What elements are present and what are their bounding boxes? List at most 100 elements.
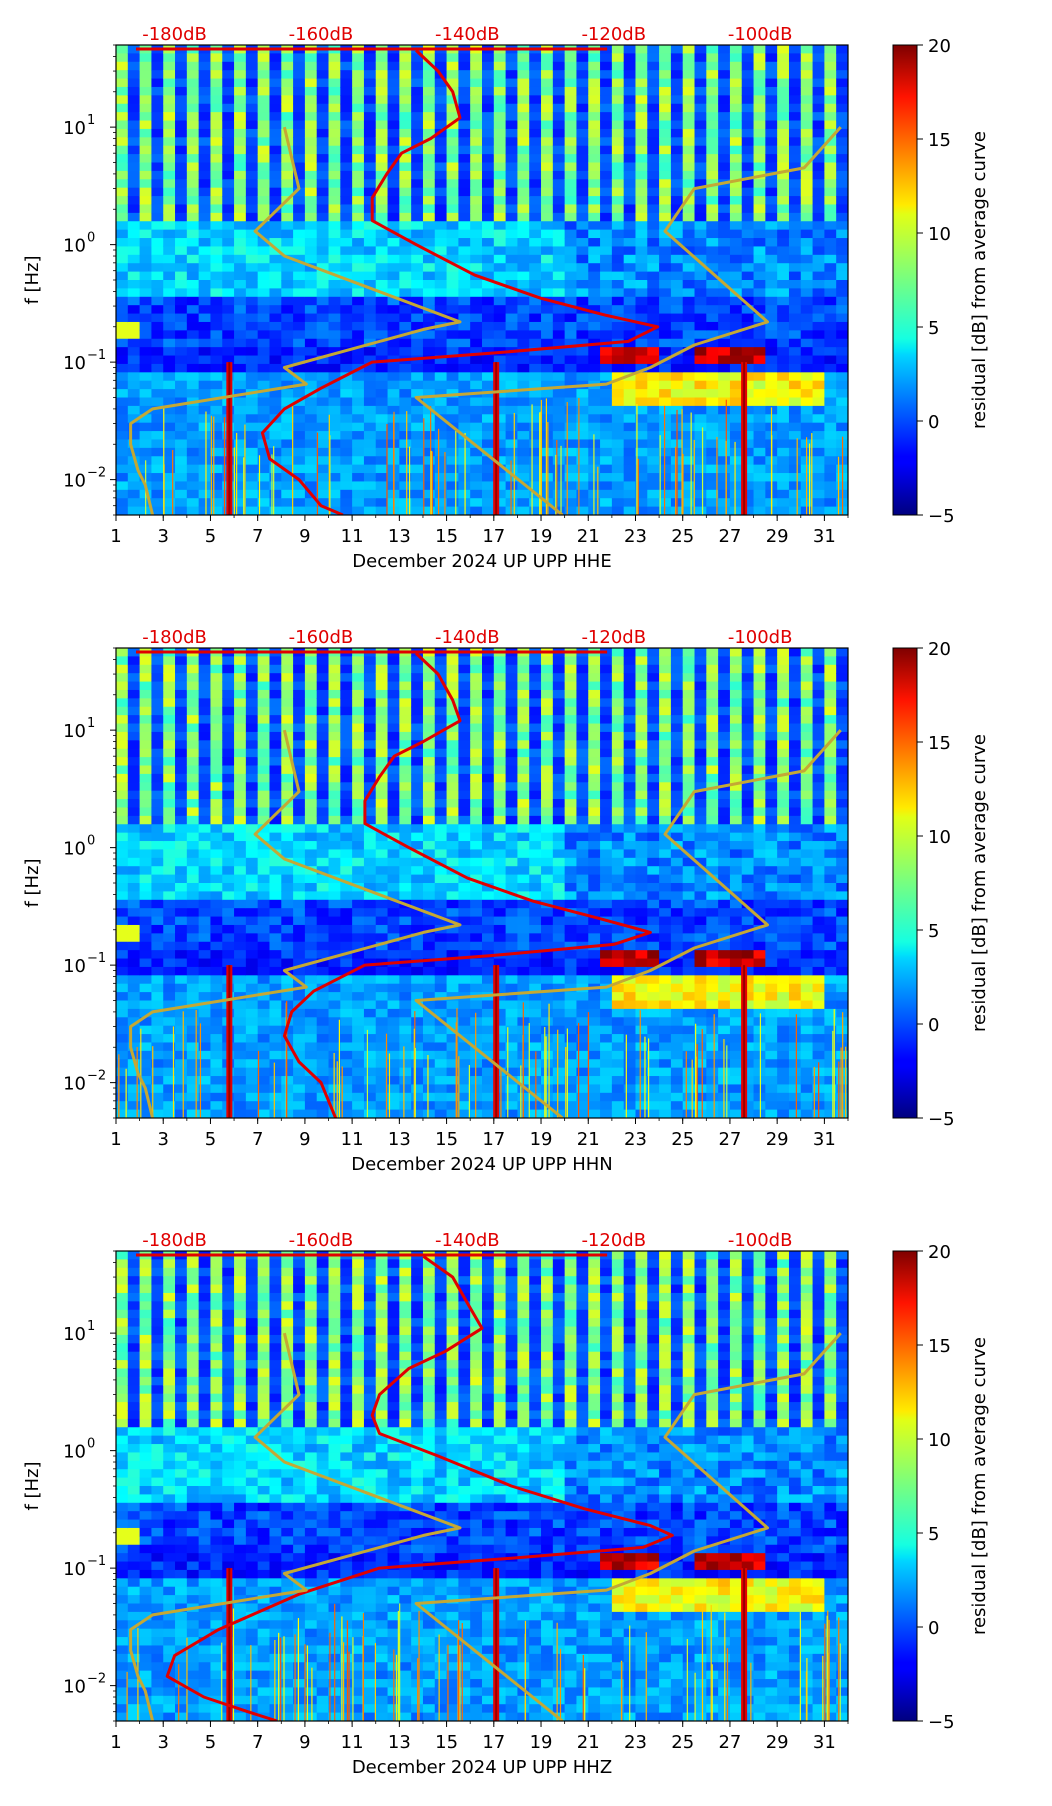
heatmap-cell [812,120,825,130]
heatmap-cell [293,740,306,750]
heatmap-cell [670,363,684,373]
heatmap-cell [281,229,294,239]
heatmap-cell [352,1092,365,1102]
heatmap-cell [777,263,790,273]
heatmap-cell [304,1109,318,1118]
heatmap-cell [163,389,176,399]
heatmap-cell [186,372,200,382]
heatmap-cell [729,221,743,231]
heatmap-cell [198,673,212,683]
heatmap-cell [257,86,271,96]
heatmap-cell [127,706,141,716]
heatmap-cell [198,824,212,834]
heatmap-cell [659,321,672,331]
heatmap-cell [517,355,530,365]
heatmap-cell [116,221,129,231]
heatmap-cell [517,397,530,407]
heatmap-cell [600,254,613,264]
heatmap-cell [741,447,755,457]
heatmap-cell [659,439,672,449]
heatmap-cell [352,246,365,256]
heatmap-cell [623,128,637,138]
heatmap-cell [175,933,188,943]
x-tick-label: 19 [530,526,553,547]
heatmap-cell [210,824,223,834]
heatmap-cell [635,137,648,147]
heatmap-cell [517,422,530,432]
heatmap-cell [163,120,176,130]
heatmap-cell [257,799,271,809]
heatmap-cell [269,162,282,172]
heatmap-cell [824,498,837,508]
heatmap-cell [375,456,389,466]
heatmap-cell [151,372,164,382]
heatmap-cell [127,723,141,733]
heatmap-cell [139,1101,153,1111]
heatmap-cell [387,664,400,674]
heatmap-cell [765,296,778,306]
heatmap-cell [375,698,389,708]
heatmap-cell [375,832,389,842]
heatmap-cell [422,70,436,80]
heatmap-cell [552,313,566,323]
heatmap-cell [647,53,660,63]
heatmap-cell [753,196,766,206]
heatmap-cell [352,1109,365,1118]
heatmap-cell [611,154,625,164]
heatmap-cell [529,405,542,415]
heatmap-cell [800,263,814,273]
heatmap-cell [517,112,530,122]
heatmap-cell [340,162,353,172]
heatmap-cell [163,664,176,674]
heatmap-cell [470,330,483,340]
heatmap-cell [234,1000,247,1010]
heatmap-cell [635,380,648,390]
heatmap-cell [116,355,129,365]
heatmap-cell [151,908,164,918]
heatmap-cell [163,656,176,666]
heatmap-cell [304,254,318,264]
heatmap-cell [269,975,282,985]
heatmap-cell [281,70,294,80]
heatmap-cell [151,740,164,750]
heatmap-cell [824,246,837,256]
heatmap-cell [175,899,188,909]
heatmap-cell [293,95,306,105]
heatmap-cell [151,992,164,1002]
heatmap-cell [505,86,519,96]
heatmap-cell [151,899,164,909]
heatmap-cell [741,321,755,331]
heatmap-cell [541,103,554,113]
heatmap-cell [328,765,341,775]
heatmap-cell [564,414,578,424]
heatmap-cell [588,196,601,206]
heatmap-cell [422,380,436,390]
heatmap-cell [151,296,164,306]
heatmap-cell [245,857,259,867]
heatmap-cell [245,1000,259,1010]
heatmap-cell [470,296,483,306]
heatmap-cell [234,95,247,105]
heatmap-cell [293,338,306,348]
heatmap-cell [234,908,247,918]
heatmap-cell [245,456,259,466]
heatmap-cell [493,313,507,323]
heatmap-cell [517,481,530,491]
heatmap-cell [363,162,377,172]
heatmap-cell [706,137,719,147]
heatmap-cell [694,254,707,264]
heatmap-cell [399,86,412,96]
heatmap-cell [623,70,637,80]
heatmap-cell [269,748,282,758]
heatmap-cell [588,296,601,306]
heatmap-cell [281,673,294,683]
heatmap-cell [529,154,542,164]
heatmap-cell [340,1109,353,1118]
heatmap-cell [836,145,848,155]
heatmap-cell [694,78,707,88]
heatmap-cell [151,866,164,876]
heatmap-cell [257,992,271,1002]
heatmap-cell [670,313,684,323]
heatmap-cell [788,431,802,441]
heatmap-cell [352,866,365,876]
